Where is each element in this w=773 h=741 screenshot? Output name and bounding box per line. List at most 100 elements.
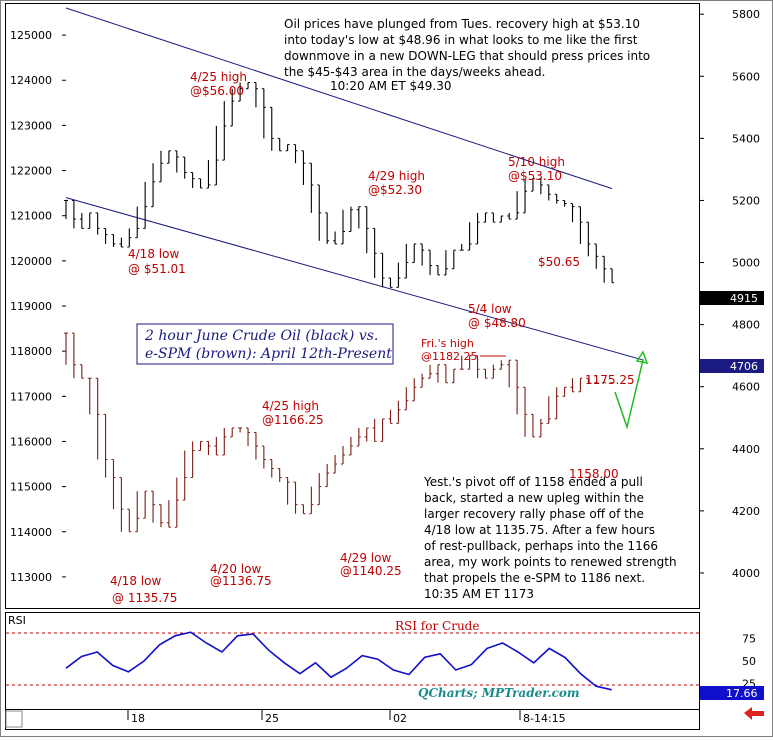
right-axis-tick-label: 5800 bbox=[732, 8, 760, 21]
annotation: 4/18 low bbox=[110, 574, 161, 588]
commentary-top-line: downmove in a new DOWN-LEG that should p… bbox=[284, 49, 650, 63]
commentary-bottom-line: back, started a new upleg within the bbox=[424, 491, 644, 505]
watermark: QCharts; MPTrader.com bbox=[418, 686, 580, 700]
commentary-top-line: 10:20 AM ET $49.30 bbox=[330, 79, 452, 93]
x-axis-tick-label: 8-14:15 bbox=[523, 712, 566, 725]
commentary-bottom-line: of rest-pullback, perhaps into the 1166 bbox=[424, 539, 658, 553]
channel-line bbox=[65, 7, 613, 190]
projection-arrow bbox=[614, 350, 649, 430]
left-axis-tick-label: 119000 bbox=[10, 300, 52, 313]
espm-last-value: 4706 bbox=[730, 360, 758, 373]
espm-annotations: Fri.'s high @1182.25 1175.25 4/25 high @… bbox=[110, 337, 635, 605]
commentary-top-line: into today's low at $48.96 in what looks… bbox=[284, 33, 638, 47]
left-axis-tick-label: 118000 bbox=[10, 345, 52, 358]
rsi-value-badge bbox=[700, 686, 764, 700]
scroll-left-button[interactable] bbox=[744, 707, 764, 720]
commentary-top-line: the $45-$43 area in the days/weeks ahead… bbox=[284, 65, 545, 79]
x-axis: 18 25 02 8-14:15 bbox=[127, 709, 566, 725]
channel-line bbox=[65, 197, 644, 361]
left-axis-tick-label: 120000 bbox=[10, 255, 52, 268]
green-arrowhead-icon bbox=[635, 350, 649, 364]
annotation: @ $51.01 bbox=[128, 262, 186, 276]
right-axis-tick-label: 4000 bbox=[732, 567, 760, 580]
annotation: 1175.25 bbox=[585, 373, 635, 387]
annotation: 5/4 low bbox=[468, 302, 512, 316]
right-axis-tick-label: 5600 bbox=[732, 70, 760, 83]
commentary-bottom-line: Yest.'s pivot off of 1158 ended a pull bbox=[423, 475, 643, 489]
annotation: @1182.25 bbox=[421, 350, 478, 363]
title-box bbox=[136, 323, 394, 365]
right-axis-tick-label: 4200 bbox=[732, 505, 760, 518]
rsi-title: RSI for Crude bbox=[395, 619, 479, 633]
commentary-bottom-line: larger recovery rally phase off of the bbox=[424, 507, 644, 521]
left-axis-tick-label: 122000 bbox=[10, 165, 52, 178]
right-axis-tick-label: 4800 bbox=[732, 319, 760, 332]
title-line-2: e-SPM (brown): April 12th-Present bbox=[145, 346, 392, 362]
annotation: 4/25 high bbox=[262, 399, 319, 413]
annotation: 4/29 low bbox=[340, 551, 391, 565]
rsi-axis-tick-label: 75 bbox=[742, 633, 756, 646]
left-axis-tick-label: 124000 bbox=[10, 74, 52, 87]
crude-last-badge bbox=[700, 291, 764, 305]
left-axis-tick-label: 121000 bbox=[10, 210, 52, 223]
crude-series bbox=[64, 82, 615, 288]
crude-last-value: 4915 bbox=[730, 292, 758, 305]
annotation: 4/18 low bbox=[128, 247, 179, 261]
commentary-top: Oil prices have plunged from Tues. recov… bbox=[284, 17, 650, 93]
commentary-bottom-line: 4/18 low at 1135.75. After a few hours bbox=[424, 523, 655, 537]
annotation: @1136.75 bbox=[210, 574, 272, 588]
right-axis: 5800 5600 5400 5200 5000 4800 4600 4400 4200 4000 bbox=[699, 8, 760, 580]
channel-lines bbox=[65, 7, 644, 361]
left-axis-tick-label: 114000 bbox=[10, 526, 52, 539]
left-axis-tick-label: 115000 bbox=[10, 481, 52, 494]
left-axis-tick-label: 113000 bbox=[10, 571, 52, 584]
rsi-label: RSI bbox=[8, 614, 26, 627]
annotation: 1158.00 bbox=[569, 467, 619, 481]
commentary-top-line: Oil prices have plunged from Tues. recov… bbox=[284, 17, 640, 31]
annotation: @$53.10 bbox=[508, 169, 562, 183]
annotation: Fri.'s high bbox=[421, 337, 474, 350]
x-axis-tick-label: 18 bbox=[131, 712, 145, 725]
espm-last-badge bbox=[700, 359, 764, 373]
x-axis-tick-label: 02 bbox=[393, 712, 407, 725]
title-line-1: 2 hour June Crude Oil (black) vs. bbox=[144, 328, 378, 344]
annotation: @ 1135.75 bbox=[112, 591, 177, 605]
crude-annotations: 4/25 high @$56.00 4/18 low @ $51.01 4/29… bbox=[128, 70, 580, 330]
annotation: $50.65 bbox=[538, 255, 580, 269]
right-axis-tick-label: 5200 bbox=[732, 194, 760, 207]
left-axis: 125000 124000 123000 122000 121000 120000 1190… bbox=[10, 29, 66, 584]
annotation: 4/20 low bbox=[210, 562, 261, 576]
date-axis-strip bbox=[5, 709, 700, 730]
green-projection-arrow-icon bbox=[614, 359, 644, 430]
commentary-bottom: Yest.'s pivot off of 1158 ended a pull b… bbox=[423, 475, 677, 601]
commentary-bottom-line: 10:35 AM ET 1173 bbox=[424, 587, 534, 601]
right-axis-tick-label: 5400 bbox=[732, 132, 760, 145]
x-axis-tick-label: 25 bbox=[265, 712, 279, 725]
annotation: @1166.25 bbox=[262, 413, 324, 427]
rsi-axis-tick-label: 50 bbox=[742, 655, 756, 668]
annotation: @1140.25 bbox=[340, 564, 402, 578]
red-left-arrow-icon[interactable] bbox=[744, 707, 764, 720]
rsi-value: 17.66 bbox=[726, 687, 758, 700]
annotation: @$56.00 bbox=[190, 84, 244, 98]
commentary-bottom-line: that propels the e-SPM to 1186 next. bbox=[424, 571, 645, 585]
left-axis-tick-label: 123000 bbox=[10, 119, 52, 132]
rsi-line bbox=[65, 631, 612, 691]
left-axis-tick-label: 117000 bbox=[10, 390, 52, 403]
right-axis-tick-label: 4400 bbox=[732, 443, 760, 456]
right-axis-tick-label: 4600 bbox=[732, 381, 760, 394]
annotation: 4/29 high bbox=[368, 169, 425, 183]
left-axis-tick-label: 125000 bbox=[10, 29, 52, 42]
left-axis-tick-label: 116000 bbox=[10, 435, 52, 448]
rsi-panel bbox=[5, 612, 700, 710]
espm-series bbox=[64, 332, 615, 533]
scroll-box[interactable] bbox=[5, 710, 23, 728]
annotation: 4/25 high bbox=[190, 70, 247, 84]
right-axis-tick-label: 5000 bbox=[732, 257, 760, 270]
annotation: @ $48.80 bbox=[468, 316, 526, 330]
annotation: 5/10 high bbox=[508, 155, 565, 169]
commentary-bottom-line: area, my work points to renewed strength bbox=[424, 555, 677, 569]
